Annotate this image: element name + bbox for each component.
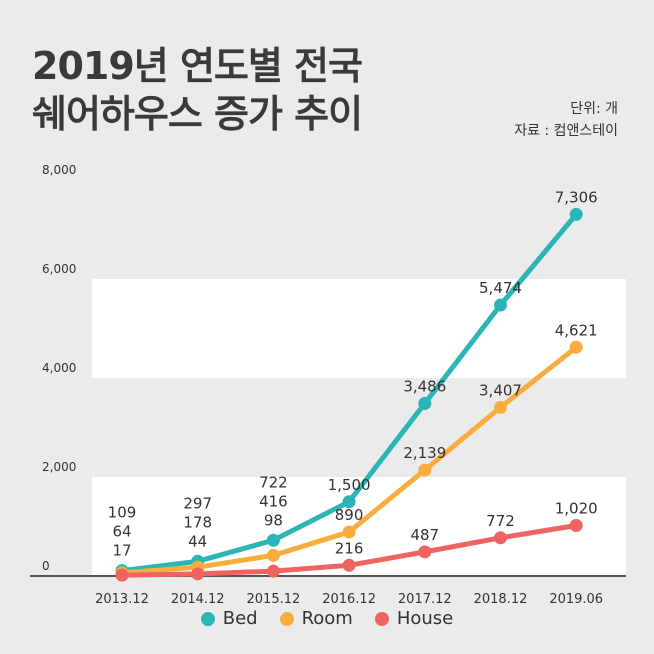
data-point-bed [342,495,356,509]
data-label-bed: 297 [183,494,212,512]
legend-item-room: Room [279,608,353,629]
y-tick-label: 0 [42,559,50,573]
data-point-bed [494,298,507,312]
chart-title-line2: 쉐어하우스 증가 추이 [32,92,363,136]
y-tick-label: 8,000 [42,163,76,177]
data-label-room: 4,621 [555,321,598,339]
data-label-house: 98 [264,511,283,529]
data-label-room: 890 [335,506,364,524]
data-label-house: 216 [335,539,364,557]
data-label-house: 1,020 [555,500,598,518]
legend: Bed Room House [0,608,654,629]
data-point-house [266,564,280,578]
data-label-bed: 1,500 [328,476,371,494]
data-point-bed [569,207,583,221]
legend-item-house: House [374,608,454,629]
x-tick-label: 2018.12 [474,592,528,607]
data-label-bed: 3,486 [403,377,446,395]
data-label-room: 64 [112,523,131,541]
data-label-room: 416 [259,492,288,510]
chart-title: 2019년 연도별 전국 쉐어하우스 증가 추이 [32,42,363,138]
y-tick-label: 2,000 [42,460,76,474]
legend-label-bed: Bed [222,608,258,629]
data-point-house [115,568,129,582]
data-label-bed: 109 [108,504,137,522]
legend-marker-bed [200,611,215,626]
legend-item-bed: Bed [200,608,258,629]
data-point-room [494,400,507,414]
chart-meta: 단위: 개 자료 : 컴앤스테이 [514,98,618,142]
data-label-bed: 7,306 [555,188,598,206]
data-point-house [418,545,432,559]
data-label-bed: 722 [259,473,288,491]
legend-label-house: House [396,608,454,629]
x-tick-label: 2014.12 [171,592,225,607]
data-point-bed [266,533,280,547]
data-label-house: 17 [112,542,131,560]
data-point-bed [418,396,432,410]
legend-label-room: Room [301,608,353,629]
data-point-room [418,463,432,477]
y-tick-label: 4,000 [42,361,76,375]
data-point-room [569,340,583,354]
data-point-house [342,558,356,572]
data-point-house [191,567,205,581]
data-label-house: 487 [410,526,439,544]
y-tick-label: 6,000 [42,262,76,276]
x-tick-label: 2015.12 [247,592,301,607]
data-label-house: 772 [486,512,515,530]
x-tick-label: 2013.12 [95,592,149,607]
data-point-room [342,525,356,539]
x-tick-label: 2017.12 [398,592,452,607]
data-point-house [494,531,507,545]
data-label-room: 178 [183,513,212,531]
data-label-bed: 5,474 [479,279,522,297]
data-label-room: 3,407 [479,381,522,399]
legend-marker-house [374,611,389,626]
data-label-room: 2,139 [403,444,446,462]
unit-label: 단위: 개 [570,101,618,117]
grid-band-2 [92,279,626,378]
data-point-house [569,519,583,533]
data-label-house: 44 [188,532,207,550]
legend-marker-room [279,611,294,626]
x-tick-label: 2019.06 [549,592,603,607]
data-point-room [266,548,280,562]
x-tick-label: 2016.12 [322,592,376,607]
source-label: 자료 : 컴앤스테이 [514,123,618,139]
chart-title-line1: 2019년 연도별 전국 [32,44,363,88]
